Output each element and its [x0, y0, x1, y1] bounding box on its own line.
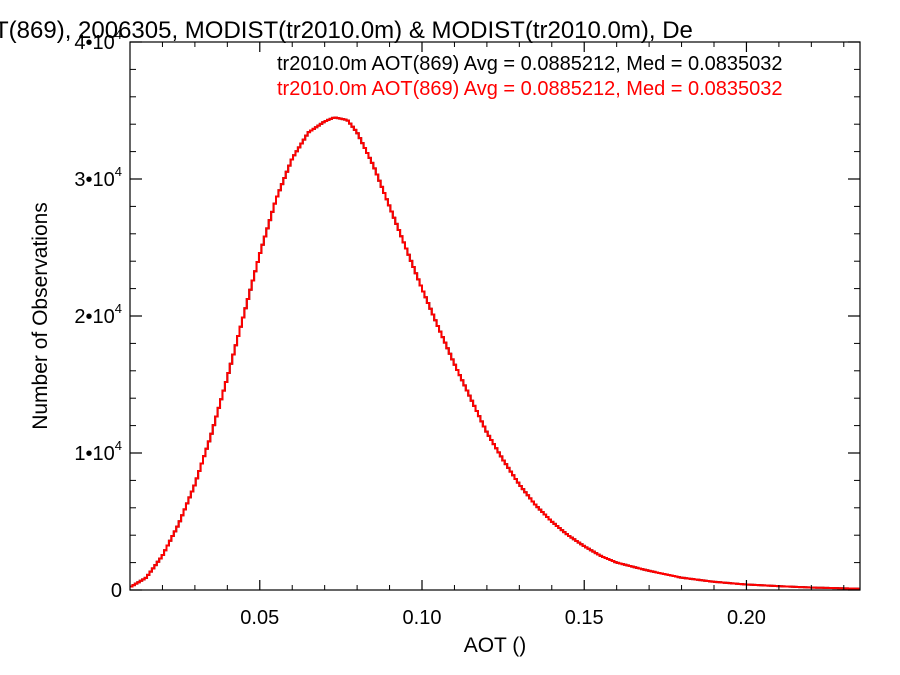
y-tick-mantissa: 3•10 [74, 169, 114, 191]
x-tick-label: 0.15 [565, 607, 604, 629]
y-tick-mantissa: 4•10 [74, 32, 114, 54]
legend-entry: tr2010.0m AOT(869) Avg = 0.0885212, Med … [277, 78, 783, 100]
y-tick-label: 4•104 [74, 27, 122, 54]
x-tick-label: 0.20 [727, 607, 766, 629]
legend: tr2010.0m AOT(869) Avg = 0.0885212, Med … [277, 53, 783, 100]
y-tick-exponent: 4 [115, 301, 122, 316]
x-tick-label: 0.10 [403, 607, 442, 629]
y-tick-mantissa: 2•10 [74, 306, 114, 328]
chart-title: T(869), 2006305, MODIST(tr2010.0m) & MOD… [0, 17, 693, 44]
x-axis-label: AOT () [464, 634, 527, 657]
series-layer [130, 116, 860, 590]
x-axis: 0.05 0.10 0.15 0.20 [129, 42, 845, 629]
series-line [130, 116, 860, 590]
y-tick-label: 2•104 [74, 301, 122, 328]
y-axis-label: Number of Observations [29, 202, 52, 430]
y-tick-mantissa: 1•10 [74, 443, 114, 465]
y-tick-label: 0 [111, 580, 122, 602]
y-tick-label: 3•104 [74, 164, 122, 191]
plot-frame [129, 41, 861, 591]
y-tick-exponent: 4 [115, 438, 122, 453]
series-line [130, 116, 860, 590]
y-tick-exponent: 4 [115, 27, 122, 42]
y-tick-label: 1•104 [74, 438, 122, 465]
x-tick-label: 0.05 [240, 607, 279, 629]
legend-entry: tr2010.0m AOT(869) Avg = 0.0885212, Med … [277, 53, 783, 75]
y-tick-exponent: 4 [115, 164, 122, 179]
